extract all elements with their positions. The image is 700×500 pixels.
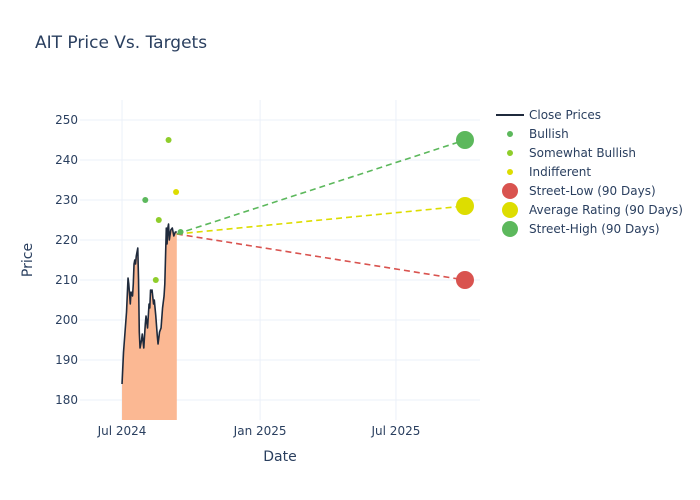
- chart-title: AIT Price Vs. Targets: [35, 33, 208, 53]
- x-axis-title: Date: [263, 449, 296, 465]
- y-tick-label: 210: [55, 273, 78, 287]
- y-tick-label: 250: [55, 113, 78, 127]
- legend-label: Street-Low (90 Days): [529, 184, 656, 198]
- target-marker: [455, 131, 474, 149]
- x-tick-label: Jul 2024: [97, 424, 147, 438]
- legend-swatch-dot: [507, 169, 513, 175]
- y-tick-label: 200: [55, 313, 78, 327]
- target-marker: [455, 197, 474, 215]
- y-tick-label: 190: [55, 353, 78, 367]
- legend-swatch-marker: [502, 202, 518, 218]
- target-marker: [455, 271, 474, 289]
- legend-label: Close Prices: [529, 108, 601, 122]
- x-tick-label: Jan 2025: [233, 424, 287, 438]
- legend-label: Street-High (90 Days): [529, 222, 660, 236]
- legend-swatch-dot: [507, 131, 513, 137]
- y-tick-label: 230: [55, 193, 78, 207]
- legend-label: Bullish: [529, 127, 569, 141]
- analyst-rating-point: [155, 217, 162, 223]
- analyst-rating-point: [165, 137, 172, 143]
- legend: Close Prices Bullish Somewhat Bullish Indif…: [496, 108, 683, 237]
- legend-label: Somewhat Bullish: [529, 146, 636, 160]
- target-line: [176, 205, 466, 235]
- y-tick-label: 220: [55, 233, 78, 247]
- close-price-area: [122, 224, 177, 420]
- close-price-line-layer: [121, 223, 177, 385]
- target-line: [176, 139, 466, 235]
- tick-labels-layer: 180 190 200 210 220 230 240 250 Jul 2024 Jan 2025…: [55, 113, 420, 438]
- markers-layer: [142, 131, 474, 289]
- target-lines-layer: [176, 139, 466, 281]
- analyst-rating-point: [152, 277, 159, 283]
- gridlines: [80, 100, 480, 420]
- analyst-rating-point: [173, 189, 180, 195]
- legend-label: Average Rating (90 Days): [529, 203, 683, 217]
- y-axis-title: Price: [20, 243, 36, 277]
- analyst-rating-point: [142, 197, 149, 203]
- legend-label: Indifferent: [529, 165, 591, 179]
- target-line: [176, 233, 466, 281]
- legend-swatch-dot: [507, 150, 513, 156]
- legend-swatch-marker: [502, 221, 518, 237]
- close-price-area-layer: [122, 224, 177, 420]
- x-tick-label: Jul 2025: [371, 424, 421, 438]
- y-tick-label: 180: [55, 393, 78, 407]
- y-tick-label: 240: [55, 153, 78, 167]
- analyst-rating-point: [177, 229, 184, 235]
- close-price-line: [121, 223, 177, 385]
- legend-swatch-marker: [502, 183, 518, 199]
